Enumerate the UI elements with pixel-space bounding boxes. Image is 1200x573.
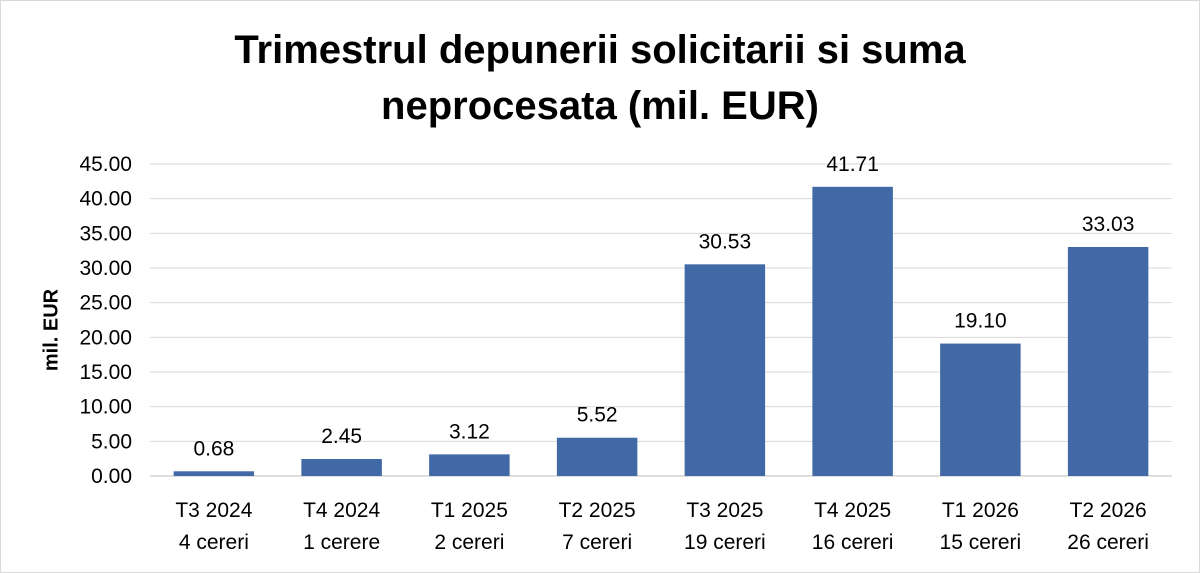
x-tick-label: T3 2025 [686, 499, 763, 522]
data-label: 0.68 [193, 437, 234, 460]
x-tick-sublabel: 2 cereri [434, 531, 504, 554]
y-tick-label: 45.00 [79, 153, 132, 176]
bar [1067, 246, 1149, 476]
x-tick-label: T1 2026 [942, 499, 1019, 522]
x-tick-sublabel: 15 cereri [940, 531, 1022, 554]
data-label: 30.53 [699, 230, 752, 253]
data-label: 33.03 [1082, 213, 1135, 236]
chart-title-line-1: Trimestrul depunerii solicitarii si suma [234, 28, 966, 72]
bar [429, 454, 510, 476]
y-tick-label: 15.00 [79, 361, 132, 384]
y-tick-label: 35.00 [79, 222, 132, 245]
chart-title-line-2: neprocesata (mil. EUR) [381, 84, 819, 128]
x-tick-sublabel: 1 cerere [303, 531, 380, 554]
y-tick-label: 20.00 [79, 326, 132, 349]
y-tick-label: 0.00 [91, 465, 132, 488]
x-tick-label: T4 2024 [303, 499, 380, 522]
bar [940, 343, 1021, 476]
bar [173, 471, 255, 476]
x-tick-label: T2 2026 [1070, 499, 1147, 522]
bar [301, 459, 382, 476]
x-tick-label: T4 2025 [814, 499, 891, 522]
x-tick-sublabel: 7 cereri [562, 531, 632, 554]
y-tick-label: 5.00 [91, 430, 132, 453]
x-tick-sublabel: 16 cereri [812, 531, 894, 554]
x-tick-label: T3 2024 [175, 499, 252, 522]
data-label: 5.52 [577, 404, 618, 427]
chart-title: Trimestrul depunerii solicitarii si suma… [0, 22, 1200, 134]
y-tick-label: 30.00 [79, 257, 132, 280]
data-label: 3.12 [449, 420, 490, 443]
data-label: 19.10 [954, 310, 1007, 333]
x-tick-sublabel: 26 cereri [1067, 531, 1149, 554]
x-tick-label: T1 2025 [431, 499, 508, 522]
x-tick-label: T2 2025 [559, 499, 636, 522]
x-tick-sublabel: 19 cereri [684, 531, 766, 554]
x-tick-sublabel: 4 cereri [179, 531, 249, 554]
data-label: 2.45 [321, 425, 362, 448]
y-tick-label: 25.00 [79, 292, 132, 315]
bar [556, 437, 638, 476]
y-tick-label: 40.00 [79, 188, 132, 211]
y-tick-label: 10.00 [79, 396, 132, 419]
data-label: 41.71 [826, 153, 879, 176]
bar [812, 186, 893, 476]
bar [684, 264, 766, 476]
